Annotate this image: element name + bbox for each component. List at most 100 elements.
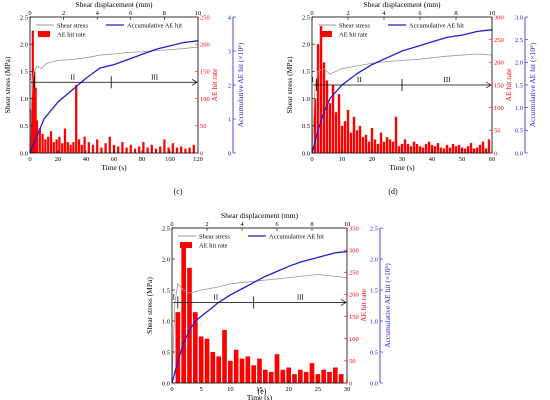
ae-hit-rate-bar [150,144,153,153]
right2-tick-label: 0.0 [370,380,378,387]
ae-hit-rate-bar [154,148,158,153]
accumulative-ae-hit-line [171,250,348,384]
x-tick-label: 40 [83,156,90,163]
ae-hit-rate-bar [484,148,488,153]
ae-hit-rate-bar [33,71,36,153]
stage-label: I [173,293,176,301]
ae-hit-rate-bar [222,329,227,383]
stage-label: III [297,293,305,301]
ae-hit-rate-bar [394,116,398,153]
x-tick-label: 15 [256,386,263,393]
ae-hit-rate-bar [466,146,470,153]
accumulative-ae-hit-line [311,29,493,154]
x-tick-label: 50 [459,156,466,163]
ae-hit-rate-bar [340,125,344,153]
legend-shear-stress-label: Shear stress [339,22,370,29]
ae-hit-rate-bar [445,144,449,153]
legend-accumulative-label: Accumulative AE hit [127,22,182,29]
ae-hit-rate-bar [325,80,329,153]
ae-hit-rate-bar [346,109,350,153]
right1-tick-label: 50 [494,128,501,135]
top-tick-label: 2 [62,10,65,17]
ae-hit-rate-bar [75,85,78,153]
left-tick-label: 0.5 [302,123,310,130]
ae-hit-rate-bar [129,144,132,153]
ae-hit-rate-bar [66,142,69,153]
ae-hit-rate-bar [349,132,353,153]
ae-hit-rate-bar [331,85,335,153]
ae-hit-rate-bar [112,144,116,153]
ae-hit-rate-bar [487,139,491,153]
ae-hit-rate-bar [138,146,141,153]
left-axis-label: Shear stress (MPa) [145,277,154,334]
ae-hit-rate-bar [403,139,407,153]
right1-tick-label: 250 [494,37,504,44]
left-tick-label: 1.5 [162,287,170,294]
right2-axis-label: Accumulative AE hit (×10⁵) [383,263,392,348]
x-tick-label: 60 [489,156,496,163]
ae-hit-rate-bar [415,143,419,153]
ae-hit-rate-bar [412,141,416,153]
ae-hit-rate-bar [184,148,187,153]
top-tick-label: 2 [346,10,349,17]
x-tick-label: 10 [227,386,234,393]
ae-hit-rate-bar [239,358,245,383]
shear-stress-line [29,46,199,154]
right2-tick-label: 1 [228,116,231,123]
ae-hit-rate-bar [361,137,365,153]
right1-tick-label: 100 [200,96,210,103]
ae-hit-rate-bar [175,312,181,383]
ae-hit-rate-bar [321,369,326,383]
top-tick-label: 4 [96,10,100,17]
ae-hit-rate-bar [376,143,380,153]
top-tick-label: 6 [129,10,133,17]
right1-tick-label: 50 [200,123,207,130]
ae-hit-rate-bar [193,312,198,383]
ae-hit-rate-bar [303,371,309,383]
ae-hit-rate-bar [163,139,166,153]
ae-hit-rate-bar [400,143,404,153]
ae-hit-rate-bar [274,354,280,383]
x-tick-label: 0 [170,386,173,393]
right2-tick-label: 2.0 [370,256,378,263]
ae-hit-rate-bar [343,121,347,153]
x-tick-label: 120 [193,156,203,163]
ae-hit-rate-bar [421,147,425,153]
right1-tick-label: 300 [494,14,504,21]
ae-hit-rate-bar [216,356,221,383]
right2-tick-label: 2.0 [515,60,523,67]
right1-tick-label: 300 [349,247,359,254]
right1-tick-label: 150 [349,314,359,321]
ae-hit-rate-bar [121,142,124,153]
ae-hit-rate-bar [367,141,371,153]
top-tick-label: 4 [382,10,386,17]
ae-hit-rate-bar [47,136,50,153]
stage-label: II [213,293,218,301]
ae-hit-rate-bar [192,144,195,153]
legend-shear-stress-label: Shear stress [199,233,230,240]
ae-hit-rate-bar [251,365,256,383]
ae-hit-rate-bar [327,371,332,383]
ae-hit-rate-bar [352,116,356,153]
ae-hit-rate-bar [55,139,58,153]
top-tick-label: 8 [310,221,313,228]
ae-hit-rate-bar [379,132,383,153]
ae-hit-rate-bar [245,356,251,383]
right1-tick-label: 200 [349,292,359,299]
top-tick-label: 10 [195,10,202,17]
right2-tick-label: 4 [228,14,232,21]
ae-hit-rate-bar [382,141,386,153]
x-axis-label: Time (s) [247,393,273,400]
ae-hit-rate-bar [63,128,67,153]
ae-hit-rate-bar [175,147,179,153]
ae-hit-rate-bar [44,139,47,153]
ae-hit-rate-bar [34,87,37,153]
left-tick-label: 2.5 [162,225,170,232]
top-tick-label: 2 [205,221,208,228]
legend-ae-hit-rate-label: AE hit rate [339,32,368,39]
top-axis-label: Shear displacement (mm) [221,211,299,220]
plot-frame [29,16,199,154]
right2-tick-label: 0.0 [515,150,523,157]
x-tick-label: 60 [111,156,118,163]
